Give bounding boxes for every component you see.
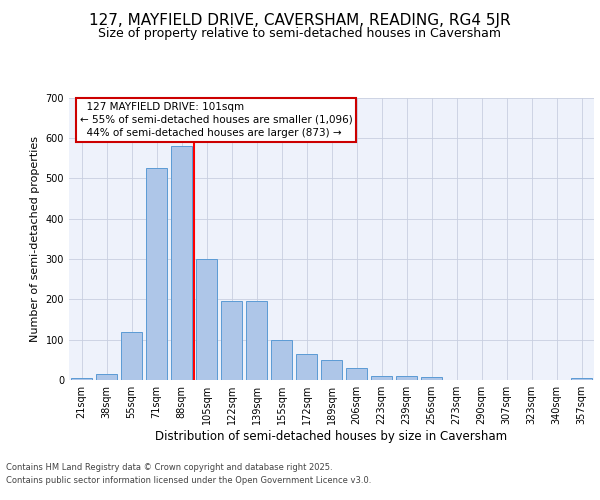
Text: Contains public sector information licensed under the Open Government Licence v3: Contains public sector information licen…	[6, 476, 371, 485]
Text: Size of property relative to semi-detached houses in Caversham: Size of property relative to semi-detach…	[98, 28, 502, 40]
Bar	[121, 332, 142, 380]
Bar	[346, 368, 367, 380]
Bar	[321, 360, 342, 380]
Bar	[571, 378, 592, 380]
Bar	[421, 377, 442, 380]
Bar	[221, 302, 242, 380]
Bar	[146, 168, 167, 380]
Bar	[196, 259, 217, 380]
Text: Contains HM Land Registry data © Crown copyright and database right 2025.: Contains HM Land Registry data © Crown c…	[6, 464, 332, 472]
Bar	[246, 302, 267, 380]
Text: 127 MAYFIELD DRIVE: 101sqm
← 55% of semi-detached houses are smaller (1,096)
  4: 127 MAYFIELD DRIVE: 101sqm ← 55% of semi…	[79, 102, 352, 138]
Text: 127, MAYFIELD DRIVE, CAVERSHAM, READING, RG4 5JR: 127, MAYFIELD DRIVE, CAVERSHAM, READING,…	[89, 12, 511, 28]
Bar	[371, 376, 392, 380]
Bar	[271, 340, 292, 380]
X-axis label: Distribution of semi-detached houses by size in Caversham: Distribution of semi-detached houses by …	[155, 430, 508, 443]
Bar	[296, 354, 317, 380]
Bar	[71, 378, 92, 380]
Bar	[96, 374, 117, 380]
Y-axis label: Number of semi-detached properties: Number of semi-detached properties	[30, 136, 40, 342]
Bar	[171, 146, 192, 380]
Bar	[396, 376, 417, 380]
